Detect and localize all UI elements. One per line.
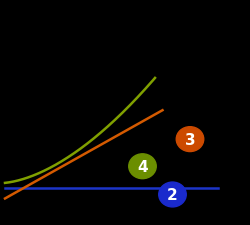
Circle shape: [129, 154, 156, 179]
Circle shape: [176, 127, 204, 152]
Text: 2: 2: [167, 187, 178, 202]
Circle shape: [159, 182, 186, 207]
Text: 4: 4: [137, 159, 148, 174]
Text: 3: 3: [185, 132, 195, 147]
